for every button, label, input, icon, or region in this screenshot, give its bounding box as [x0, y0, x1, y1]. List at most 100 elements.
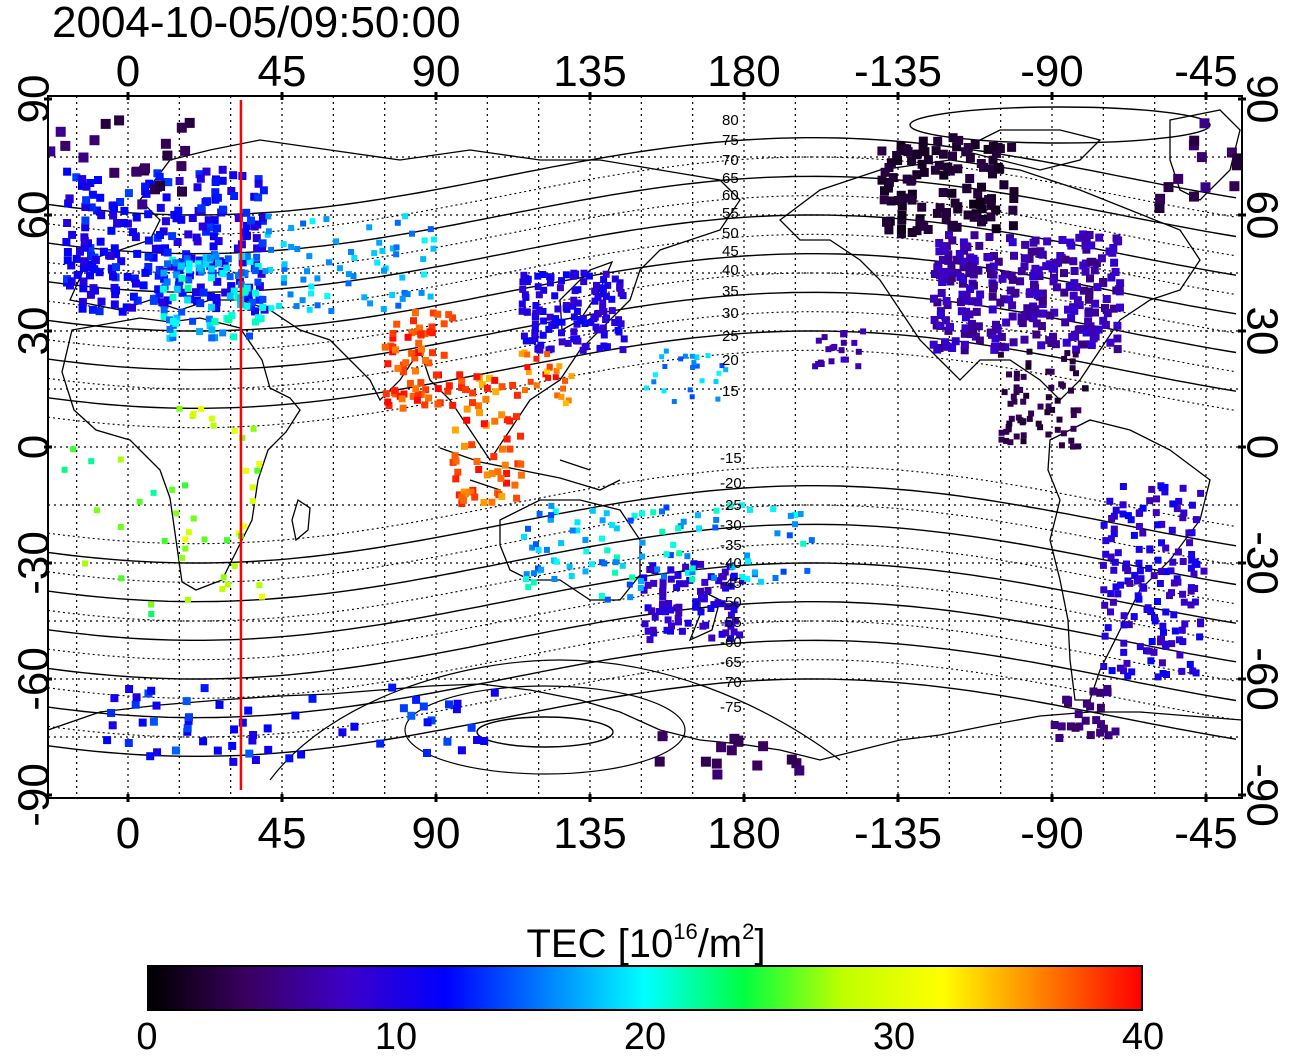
tec-sample [552, 374, 559, 381]
tec-sample [886, 196, 896, 206]
tec-sample [1143, 606, 1151, 613]
tec-sample [644, 385, 650, 391]
tec-sample [498, 445, 506, 453]
tec-sample [694, 512, 701, 519]
tec-sample [445, 382, 453, 390]
tec-sample [936, 322, 945, 330]
tec-sample [220, 574, 227, 581]
tec-sample [1107, 590, 1115, 598]
tec-sample [463, 405, 471, 413]
tec-sample [1025, 254, 1034, 263]
tec-sample [199, 288, 208, 297]
tec-sample [227, 187, 236, 195]
tec-sample [902, 193, 912, 203]
tec-sample [1045, 403, 1052, 410]
tec-sample [603, 314, 610, 322]
tec-sample [132, 213, 141, 222]
tec-sample [409, 230, 415, 237]
colorbar [147, 965, 1143, 1011]
tec-sample [388, 683, 397, 692]
tec-sample [166, 316, 173, 324]
tec-sample [123, 272, 132, 281]
tec-sample [662, 364, 668, 369]
tec-sample [1110, 566, 1118, 574]
tec-sample [675, 603, 683, 611]
tec-sample [1009, 187, 1019, 197]
tec-sample [1006, 371, 1012, 378]
tec-sample [131, 279, 140, 288]
tec-sample [107, 709, 116, 717]
tec-sample [517, 432, 524, 440]
tec-sample [169, 333, 177, 341]
lat-label-left: 0 [10, 435, 59, 459]
tec-sample [974, 266, 983, 275]
tec-sample [689, 565, 696, 572]
tec-sample [710, 601, 718, 609]
tec-sample [637, 585, 644, 591]
tec-sample [180, 145, 191, 156]
lat-label-right: 90 [1238, 75, 1287, 124]
tec-sample [62, 238, 71, 246]
tec-sample [169, 486, 176, 493]
tec-sample [1049, 277, 1058, 286]
tec-sample [63, 219, 72, 227]
tec-sample [553, 367, 560, 374]
tec-sample [1086, 702, 1095, 711]
tec-sample [413, 396, 421, 404]
tec-sample [552, 508, 559, 515]
tec-sample [182, 697, 191, 706]
tec-sample [651, 379, 657, 385]
tec-sample [251, 756, 260, 764]
tec-sample [159, 285, 167, 293]
tec-sample [1096, 703, 1105, 712]
tec-sample [81, 203, 90, 211]
tec-sample [701, 578, 709, 586]
tec-sample [1007, 271, 1016, 280]
tec-sample [81, 223, 90, 232]
tec-sample [1152, 509, 1160, 517]
tec-sample [482, 395, 490, 403]
tec-sample [667, 566, 675, 574]
tec-sample [1232, 153, 1242, 164]
tec-sample [219, 329, 227, 337]
tec-sample [958, 290, 967, 299]
tec-sample [523, 308, 531, 316]
tec-sample [608, 295, 616, 303]
tec-sample [651, 613, 659, 621]
tec-sample [141, 268, 150, 277]
tec-sample [1099, 561, 1107, 569]
tec-sample [1008, 238, 1017, 247]
tec-sample [1179, 590, 1187, 598]
tec-sample [131, 166, 142, 177]
tec-sample [288, 225, 295, 231]
tec-sample [230, 287, 238, 295]
tec-sample [696, 525, 702, 532]
tec-sample [1192, 516, 1200, 524]
tec-sample [1097, 254, 1106, 263]
tec-sample [1060, 288, 1069, 297]
tec-sample [663, 626, 671, 634]
tec-sample [1081, 267, 1090, 276]
tec-sample [409, 392, 417, 400]
tec-sample [399, 404, 407, 412]
tec-sample [91, 286, 99, 295]
tec-sample [471, 493, 479, 501]
tec-sample [149, 253, 158, 262]
tec-sample [936, 311, 945, 319]
tec-sample [888, 173, 898, 183]
lon-label-bottom: -45 [1174, 809, 1238, 858]
tec-sample [285, 754, 294, 763]
tec-sample [991, 334, 1000, 343]
contour-label: 25 [722, 328, 739, 345]
tec-sample [213, 193, 222, 202]
tec-sample [402, 359, 410, 367]
tec-sample [420, 256, 427, 263]
tec-sample [1120, 612, 1128, 620]
tec-sample [1076, 325, 1085, 334]
tec-sample [1071, 723, 1080, 732]
tec-sample [408, 349, 416, 357]
tec-sample [264, 231, 271, 238]
tec-sample [945, 322, 954, 331]
tec-sample [238, 258, 247, 267]
tec-sample [627, 517, 634, 524]
